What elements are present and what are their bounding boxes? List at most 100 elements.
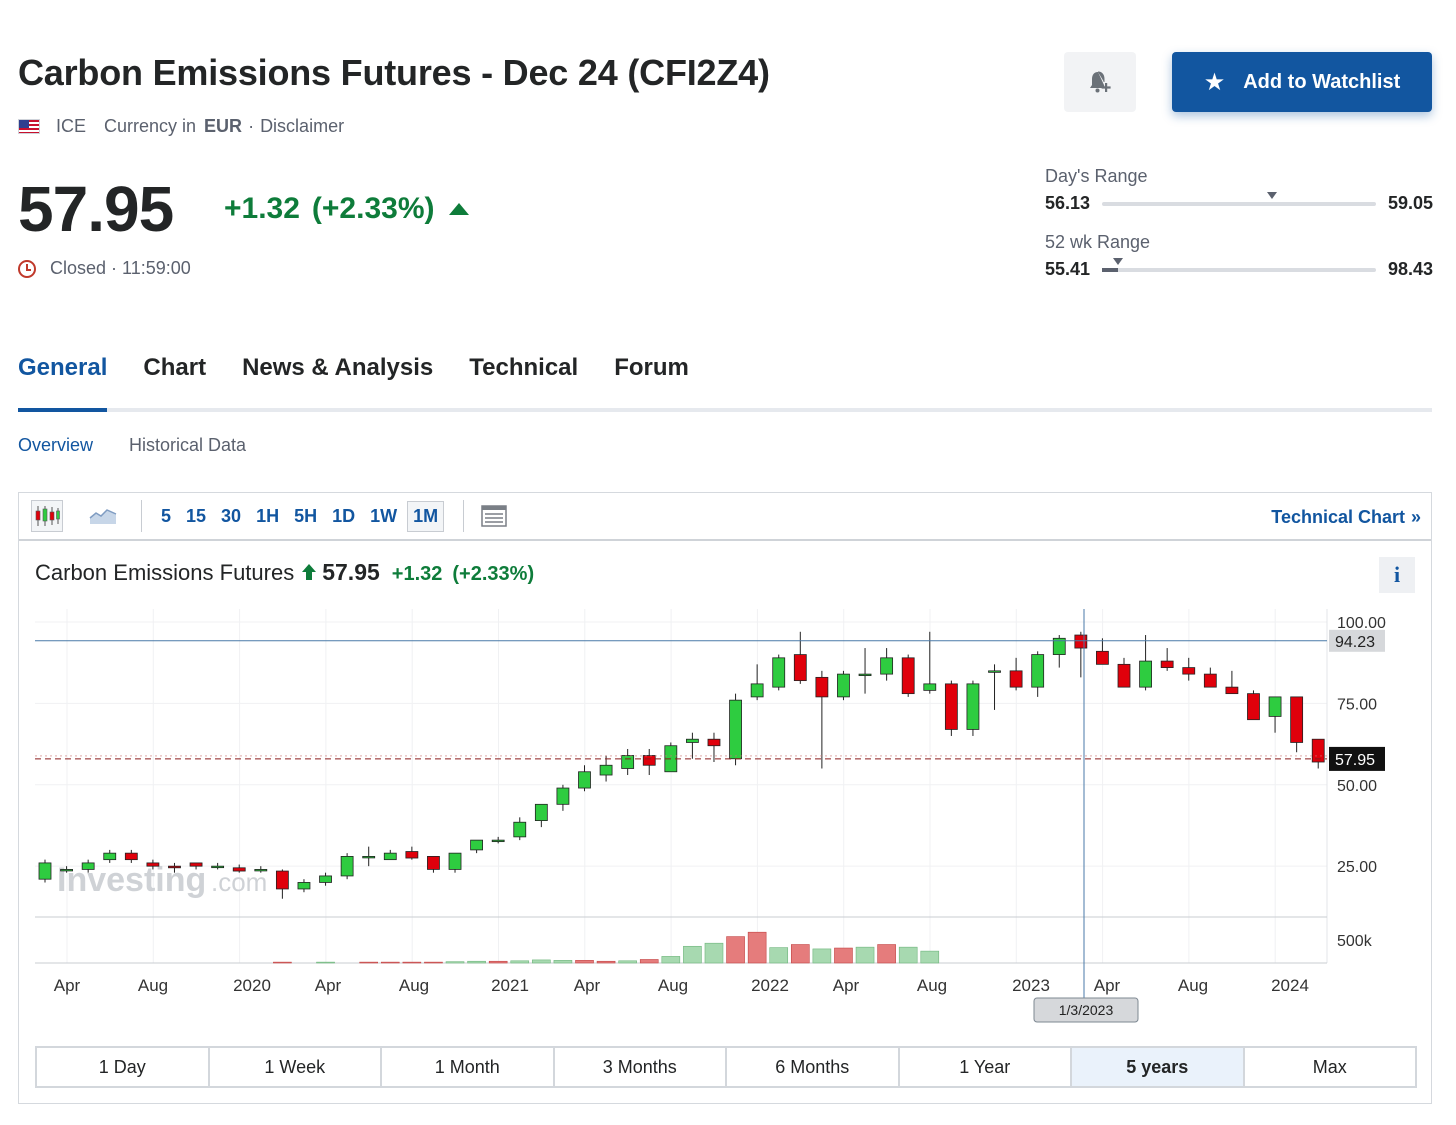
subtab-overview[interactable]: Overview (18, 435, 94, 455)
volume-bar (747, 931, 767, 964)
volume-bar (683, 945, 702, 964)
candle (901, 657, 915, 695)
volume-bar (877, 944, 896, 964)
interval-5h[interactable]: 5H (294, 505, 318, 526)
candle (38, 862, 52, 880)
volume-bar (424, 961, 443, 964)
period-3-months[interactable]: 3 Months (555, 1048, 727, 1086)
add-to-watchlist-button[interactable]: ★ Add to Watchlist (1172, 52, 1432, 112)
candle (362, 856, 376, 859)
candle (513, 821, 527, 838)
candle (793, 654, 807, 682)
chart-header: Carbon Emissions Futures 57.95 +1.32 (+2… (35, 559, 534, 586)
chart-change: +1.32 (391, 563, 443, 585)
interval-1h[interactable]: 1H (256, 505, 280, 526)
area-chart-icon (89, 509, 117, 524)
volume-bar (467, 960, 486, 964)
candle (880, 657, 894, 675)
toolbar-divider-2 (463, 500, 465, 532)
tab-technical[interactable]: Technical (469, 354, 579, 381)
period-6-months[interactable]: 6 Months (727, 1048, 900, 1086)
interval-15[interactable]: 15 (186, 505, 207, 526)
candle (340, 856, 354, 877)
change-value: +1.32 (224, 192, 300, 225)
volume-bar (273, 961, 292, 964)
subtab-historical-data[interactable]: Historical Data (129, 435, 247, 455)
crosshair-date-label: 1/3/2023 (1059, 1002, 1114, 1018)
volume-bar (790, 944, 810, 964)
x-tick-label: Apr (833, 976, 860, 995)
period-1-week[interactable]: 1 Week (210, 1048, 382, 1086)
volume-bar (380, 961, 400, 964)
up-arrow-icon (302, 564, 317, 580)
crosshair-date-badge (1033, 997, 1139, 1023)
bell-plus-icon (1090, 71, 1111, 93)
disclaimer-link[interactable]: Disclaimer (260, 116, 345, 136)
technical-chart-link[interactable]: Technical Chart» (1271, 507, 1421, 528)
x-tick-label: Apr (1094, 976, 1121, 995)
clock-icon (18, 259, 36, 278)
volume-bar (704, 942, 724, 964)
interval-5[interactable]: 5 (161, 505, 172, 526)
candlestick-chart[interactable]: Investing .com100.0075.0050.0025.00500k94… (19, 493, 1431, 1041)
create-alert-button[interactable] (1064, 52, 1136, 112)
period-5-years[interactable]: 5 years (1072, 1048, 1245, 1086)
candle (1311, 738, 1325, 763)
sub-tabs: Overview Historical Data (18, 435, 282, 456)
tab-news-analysis[interactable]: News & Analysis (242, 354, 434, 381)
candle (966, 683, 980, 730)
volume-bar (316, 961, 335, 964)
crosshair-price-label: 94.23 (1335, 634, 1375, 651)
chart-widget: 5 15 30 1H 5H 1D 1W 1M Technical Chart» … (18, 492, 1432, 1104)
period-1-day[interactable]: 1 Day (37, 1048, 210, 1086)
tab-chart[interactable]: Chart (143, 354, 207, 381)
candle (621, 755, 635, 769)
candlestick-icon (35, 506, 60, 526)
instrument-meta: ICE Currency in EUR · Disclaimer (18, 116, 344, 137)
up-arrow-icon (448, 203, 469, 215)
period-1-year[interactable]: 1 Year (900, 1048, 1072, 1086)
volume-bar (596, 960, 616, 964)
week52-range-fill (1102, 267, 1119, 272)
days-range-low: 56.13 (1045, 193, 1091, 213)
info-button[interactable]: i (1379, 557, 1415, 593)
chart-instrument-name: Carbon Emissions Futures (35, 560, 295, 585)
candle (319, 875, 332, 883)
chart-layout-button[interactable] (478, 500, 510, 532)
candle (599, 764, 613, 776)
period-selector: 1 Day 1 Week 1 Month 3 Months 6 Months 1… (35, 1046, 1417, 1088)
candle (1117, 663, 1131, 688)
candle (686, 738, 699, 743)
x-tick-label: 2020 (233, 976, 271, 995)
candle (168, 865, 181, 869)
interval-1w[interactable]: 1W (370, 505, 398, 526)
candle (232, 867, 246, 872)
candle (383, 852, 397, 861)
candle (750, 683, 764, 698)
candle (1052, 637, 1066, 655)
interval-1m[interactable]: 1M (407, 500, 445, 532)
volume-bar (488, 960, 508, 964)
area-type-button[interactable] (87, 500, 119, 532)
candle (60, 869, 73, 872)
period-1-month[interactable]: 1 Month (382, 1048, 555, 1086)
candlestick-type-button[interactable] (31, 500, 63, 532)
candle (534, 803, 548, 821)
chevron-right-icon: » (1410, 507, 1421, 527)
currency-label: Currency in (104, 116, 197, 136)
volume-bar (855, 946, 875, 964)
x-tick-label: Aug (658, 976, 688, 995)
interval-30[interactable]: 30 (221, 505, 242, 526)
candle (1096, 650, 1109, 665)
tab-general[interactable]: General (18, 354, 108, 412)
page-title: Carbon Emissions Futures - Dec 24 (CFI2Z… (18, 52, 770, 93)
interval-1d[interactable]: 1D (332, 505, 356, 526)
volume-bar (618, 960, 637, 964)
tab-forum[interactable]: Forum (614, 354, 689, 381)
candle (1203, 673, 1217, 688)
period-max[interactable]: Max (1312, 1056, 1347, 1077)
candle (923, 683, 937, 691)
candle (1009, 670, 1023, 688)
candle (146, 862, 160, 867)
x-tick-label: 2023 (1012, 976, 1050, 995)
